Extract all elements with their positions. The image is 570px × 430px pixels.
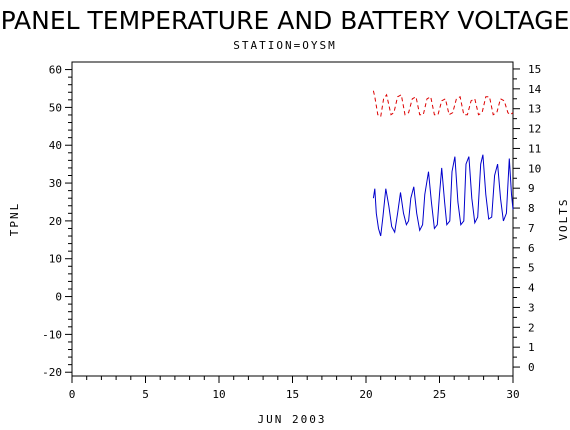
y-right-tick-label: 5 — [528, 262, 535, 275]
x-tick-label: 5 — [142, 388, 149, 401]
chart-title: PANEL TEMPERATURE AND BATTERY VOLTAGE — [1, 6, 570, 35]
x-tick-label: 0 — [69, 388, 76, 401]
y-right-tick-label: 8 — [528, 202, 535, 215]
x-axis-label: JUN 2003 — [258, 413, 327, 426]
x-tick-label: 15 — [286, 388, 299, 401]
y-right-tick-label: 6 — [528, 242, 535, 255]
y-left-tick-label: 20 — [49, 215, 62, 228]
y-left-tick-label: 60 — [49, 64, 62, 77]
y-left-tick-label: 30 — [49, 177, 62, 190]
y-right-tick-label: 2 — [528, 321, 535, 334]
x-tick-label: 20 — [359, 388, 372, 401]
y-left-tick-label: 10 — [49, 253, 62, 266]
y-right-tick-label: 11 — [528, 142, 541, 155]
y-axis-right-label: VOLTS — [557, 197, 570, 240]
battery-voltage-line — [372, 90, 514, 118]
y-right-tick-label: 12 — [528, 123, 541, 136]
y-left-tick-label: 0 — [55, 291, 62, 304]
x-tick-label: 25 — [433, 388, 446, 401]
y-axis-left: -20 -10 0 10 20 30 40 50 60 — [42, 64, 72, 379]
y-right-tick-label: 3 — [528, 301, 535, 314]
y-left-tick-label: -10 — [42, 328, 62, 341]
x-tick-label: 30 — [506, 388, 519, 401]
y-right-tick-label: 14 — [528, 83, 542, 96]
series-layer — [372, 90, 514, 237]
y-left-tick-label: 40 — [49, 139, 62, 152]
y-right-tick-label: 0 — [528, 361, 535, 374]
x-axis: 0 5 10 15 20 25 30 — [69, 376, 520, 401]
y-axis-left-label: TPNL — [8, 202, 21, 237]
x-tick-label: 10 — [212, 388, 225, 401]
y-left-tick-label: 50 — [49, 101, 62, 114]
y-right-tick-label: 13 — [528, 103, 541, 116]
plot-border — [71, 61, 514, 377]
y-right-tick-label: 15 — [528, 63, 541, 76]
panel-temperature-line — [372, 154, 514, 237]
plot-frame — [71, 61, 514, 377]
y-right-tick-label: 7 — [528, 222, 535, 235]
y-right-tick-label: 1 — [528, 341, 535, 354]
y-right-tick-label: 4 — [528, 282, 535, 295]
y-right-tick-label: 10 — [528, 162, 541, 175]
chart-subtitle: STATION=OYSM — [233, 39, 336, 52]
y-left-tick-label: -20 — [42, 366, 62, 379]
y-right-tick-label: 9 — [528, 182, 535, 195]
